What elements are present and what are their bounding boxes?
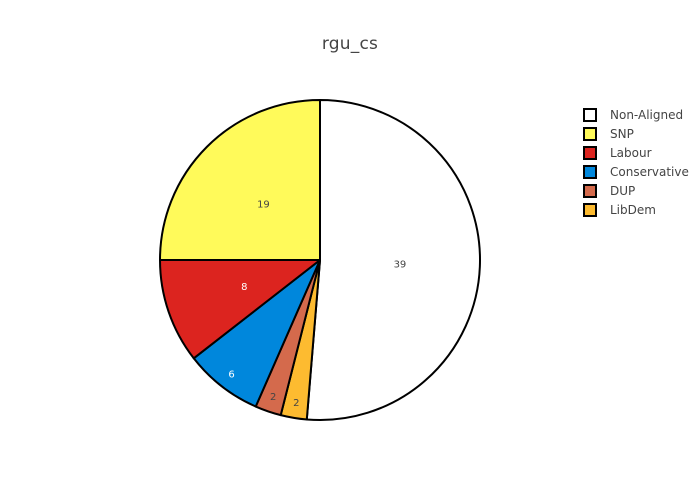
pie-slice-non-aligned[interactable] (305, 99, 481, 421)
pie-slice-snp[interactable] (159, 99, 321, 261)
legend-swatch (583, 164, 597, 179)
legend-item-dup[interactable]: DUP (583, 181, 689, 200)
legend-item-conservative[interactable]: Conservative (583, 162, 689, 181)
pie-slices (159, 99, 481, 421)
legend-label: Conservative (610, 164, 689, 179)
legend-label: DUP (610, 183, 636, 198)
legend-item-snp[interactable]: SNP (583, 124, 689, 143)
pie-label-libdem: 2 (293, 398, 299, 409)
legend-swatch (583, 107, 597, 122)
legend-swatch (583, 183, 597, 198)
pie-label-conservative: 6 (228, 370, 234, 381)
legend-label: LibDem (610, 202, 656, 217)
legend-label: Non-Aligned (610, 107, 684, 122)
legend-item-labour[interactable]: Labour (583, 143, 689, 162)
legend-item-libdem[interactable]: LibDem (583, 200, 689, 219)
legend-label: Labour (610, 145, 652, 160)
pie-slice-labour[interactable] (159, 259, 321, 360)
chart-title: rgu_cs (321, 34, 379, 54)
legend: Non-Aligned SNP Labour Conservative DUP LibDe… (583, 105, 689, 219)
pie-label-snp: 19 (257, 199, 270, 210)
legend-swatch (583, 202, 597, 217)
pie-label-labour: 8 (241, 282, 247, 293)
legend-swatch (583, 145, 597, 160)
legend-label: SNP (610, 126, 634, 141)
legend-swatch (583, 126, 597, 141)
pie-label-non-aligned: 39 (394, 259, 407, 270)
pie-label-dup: 2 (270, 392, 276, 403)
pie-labels: 39 2 2 6 8 19 (228, 199, 406, 409)
legend-item-non-aligned[interactable]: Non-Aligned (583, 105, 689, 124)
